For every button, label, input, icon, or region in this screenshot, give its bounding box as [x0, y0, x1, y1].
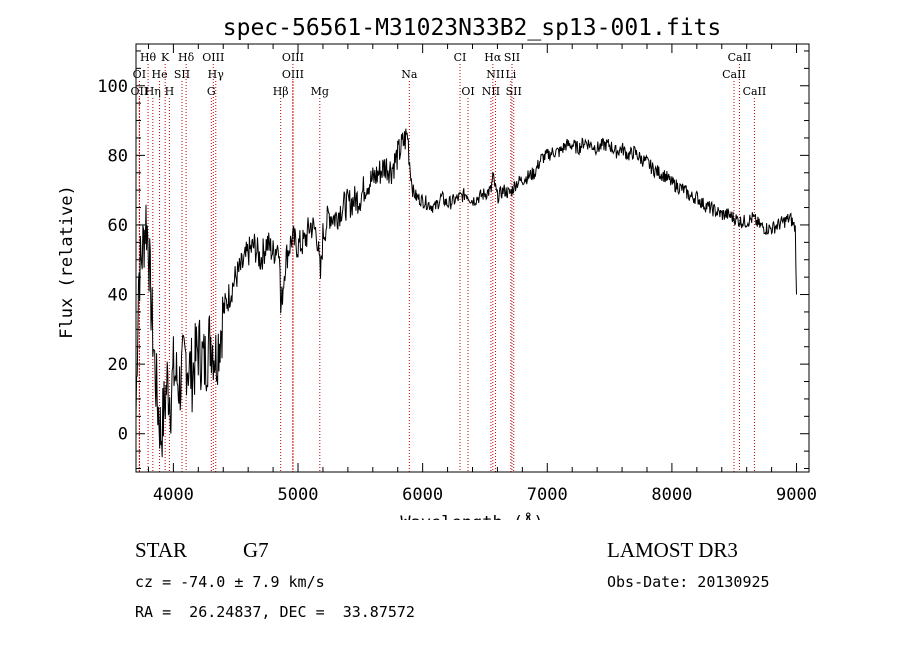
- coordinates: RA = 26.24837, DEC = 33.87572: [135, 603, 415, 621]
- x-tick-label: 6000: [402, 485, 443, 505]
- line-marker-label: Hγ: [208, 68, 225, 81]
- y-tick-label: 100: [97, 77, 128, 97]
- line-marker-label: G: [207, 85, 216, 98]
- line-marker-label: Hα: [484, 51, 502, 64]
- line-marker-label: CaII: [722, 68, 746, 81]
- x-tick-label: 8000: [651, 485, 692, 505]
- y-tick-label: 0: [118, 425, 128, 445]
- line-marker-label: OIII: [282, 51, 304, 64]
- line-marker-label: CaII: [728, 51, 752, 64]
- line-marker-label: Mg: [311, 85, 329, 98]
- x-tick-label: 4000: [153, 485, 194, 505]
- x-tick-label: 5000: [278, 485, 319, 505]
- line-marker-label: SII: [174, 68, 190, 81]
- y-tick-label: 20: [108, 355, 128, 375]
- observation-date: Obs-Date: 20130925: [607, 573, 770, 591]
- object-class: STAR: [135, 538, 187, 562]
- line-marker-label: SII: [504, 51, 520, 64]
- line-marker-label: SII: [506, 85, 522, 98]
- plot-frame: [135, 43, 810, 473]
- line-marker-label: NII: [482, 85, 500, 98]
- y-tick-label: 80: [108, 146, 128, 166]
- object-subclass: G7: [243, 538, 269, 562]
- line-marker-label: H: [165, 85, 175, 98]
- y-tick-label: 60: [108, 216, 128, 236]
- line-marker-label: OIII: [282, 68, 304, 81]
- y-tick-label: 40: [108, 286, 128, 306]
- chart-title: spec-56561-M31023N33B2_sp13-001.fits: [223, 15, 722, 41]
- line-marker-label: Hδ: [178, 51, 195, 64]
- line-marker-label: Hθ: [140, 51, 157, 64]
- line-marker-label: CI: [454, 51, 467, 64]
- redshift-velocity: cz = -74.0 ± 7.9 km/s: [135, 573, 325, 591]
- x-tick-label: 9000: [776, 485, 817, 505]
- line-marker-label: He: [152, 68, 168, 81]
- y-axis-label: Flux (relative): [57, 185, 77, 339]
- x-tick-label: 7000: [527, 485, 568, 505]
- x-axis-label: Wavelength (Å): [400, 511, 543, 520]
- y-axis-ticks: 0 20 40 60 80 100: [97, 50, 809, 470]
- line-marker-label: OI: [461, 85, 474, 98]
- survey-name: LAMOST DR3: [607, 538, 738, 562]
- line-marker-label: CaII: [743, 85, 767, 98]
- line-marker-label: Hβ: [273, 85, 289, 98]
- line-marker-label: K: [161, 51, 170, 64]
- spectrum-chart: spec-56561-M31023N33B2_sp13-001.fits Hθ K…: [57, 15, 817, 520]
- line-marker-label: Hη: [145, 85, 161, 98]
- line-marker-label: NII: [486, 68, 504, 81]
- spectrum-series: [135, 128, 797, 458]
- line-marker-label: OIII: [202, 51, 224, 64]
- line-marker-label: OI: [133, 68, 146, 81]
- line-marker-label: Na: [401, 68, 418, 81]
- line-marker-label: OII: [131, 85, 149, 98]
- spectrum-line: [135, 128, 797, 458]
- x-axis-ticks: 4000 5000 6000 7000 8000 9000: [147, 44, 817, 505]
- line-marker-label: Li: [505, 68, 516, 81]
